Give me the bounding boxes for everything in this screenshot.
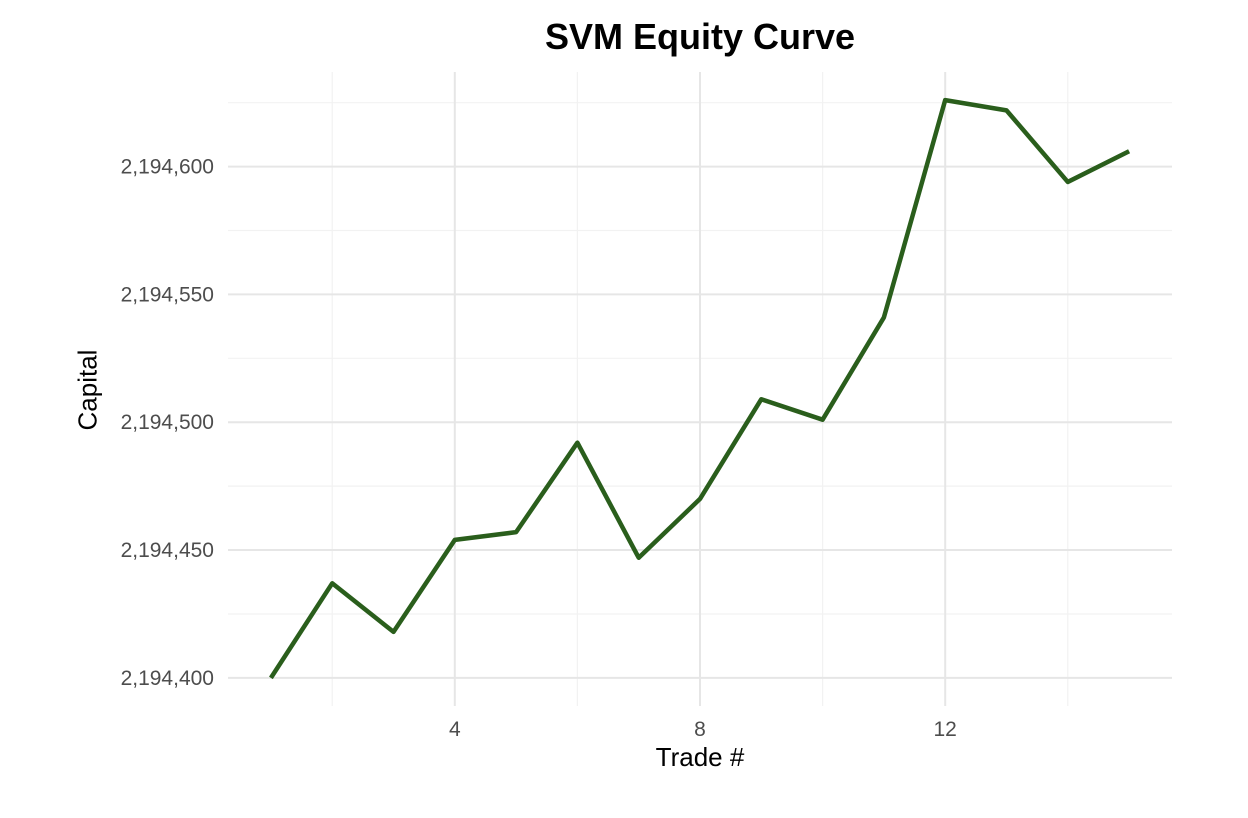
x-tick-label: 12 bbox=[934, 718, 957, 741]
x-tick-labels: 4 8 12 bbox=[449, 718, 957, 741]
x-tick-label: 4 bbox=[449, 718, 461, 741]
y-tick-label: 2,194,450 bbox=[121, 539, 214, 562]
major-gridlines bbox=[228, 72, 1172, 706]
y-tick-label: 2,194,400 bbox=[121, 667, 214, 690]
x-axis-title: Trade # bbox=[655, 742, 745, 772]
x-tick-label: 8 bbox=[694, 718, 706, 741]
y-tick-label: 2,194,550 bbox=[121, 283, 214, 306]
chart-title: SVM Equity Curve bbox=[544, 16, 856, 57]
y-tick-labels: 2,194,400 2,194,450 2,194,500 2,194,550 2,19… bbox=[121, 156, 214, 690]
y-tick-label: 2,194,600 bbox=[121, 156, 214, 179]
series-layer bbox=[269, 97, 1131, 680]
y-tick-label: 2,194,500 bbox=[121, 411, 214, 434]
